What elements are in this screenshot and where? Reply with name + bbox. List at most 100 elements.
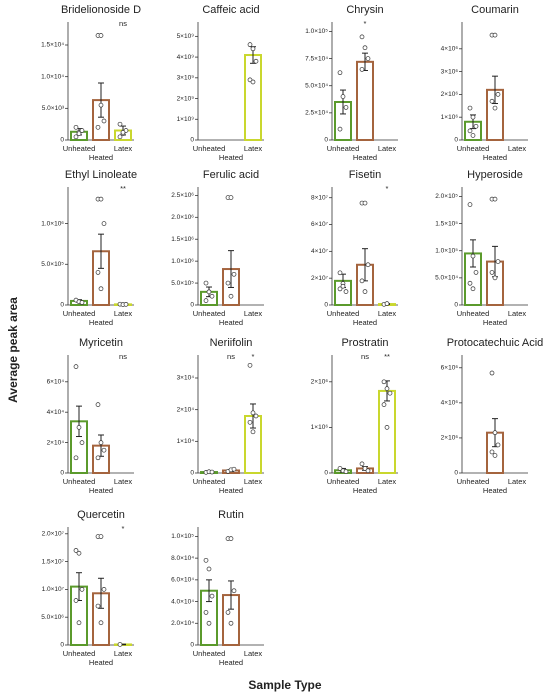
data-point	[337, 126, 343, 132]
x-tick-label: Latex	[114, 309, 133, 318]
y-tick-label: 2.5×10⁴	[305, 110, 328, 117]
data-point	[470, 286, 476, 292]
data-point	[362, 200, 368, 206]
x-tick-label: Unheated	[63, 309, 96, 318]
y-tick-label: 1.5×10⁴	[41, 42, 64, 49]
x-tick-label: Heated	[353, 153, 377, 162]
panel-title: Fisetin	[349, 169, 381, 181]
x-tick-label: Latex	[378, 477, 397, 486]
y-tick-label: 0	[454, 302, 458, 309]
data-point	[79, 300, 85, 305]
data-point	[76, 550, 82, 556]
y-tick-label: 2.0×10⁷	[42, 530, 65, 537]
data-point	[359, 278, 365, 284]
y-tick-label: 1×10⁶	[311, 424, 329, 431]
data-point	[384, 386, 390, 391]
data-point	[343, 105, 349, 110]
x-tick-label: Heated	[483, 318, 507, 327]
data-point	[123, 301, 129, 307]
data-point	[492, 275, 498, 281]
data-point	[489, 370, 495, 376]
y-tick-label: 2×10⁴	[47, 439, 65, 446]
data-point	[253, 58, 259, 64]
data-point	[337, 286, 343, 292]
x-tick-label: Unheated	[327, 477, 360, 486]
y-tick-label: 1.0×10⁶	[171, 258, 194, 265]
data-point	[343, 469, 349, 474]
data-point	[247, 362, 253, 368]
data-point	[362, 466, 368, 471]
y-tick-label: 3×10⁴	[177, 375, 195, 382]
data-point	[209, 593, 215, 599]
y-tick-label: 8×10⁷	[311, 194, 329, 201]
data-point	[231, 271, 237, 277]
data-point	[79, 440, 85, 445]
data-point	[98, 620, 104, 626]
y-tick-label: 2.0×10⁴	[171, 620, 194, 627]
x-tick-label: Latex	[244, 309, 263, 318]
bar	[244, 54, 262, 141]
y-tick-label: 1×10⁹	[177, 116, 195, 123]
y-tick-label: 0	[324, 137, 328, 144]
y-tick-label: 2×10⁹	[177, 95, 195, 102]
data-point	[381, 402, 387, 407]
data-point	[359, 461, 365, 467]
data-point	[76, 425, 82, 430]
data-point	[381, 379, 387, 385]
x-tick-label: Heated	[483, 486, 507, 495]
data-point	[117, 121, 123, 127]
x-tick-label: Latex	[508, 144, 527, 153]
data-point	[470, 133, 476, 138]
data-point	[365, 262, 371, 268]
data-point	[98, 33, 104, 38]
panel-title: Bridelionoside D	[61, 4, 141, 16]
data-point	[209, 293, 215, 299]
x-tick-label: Latex	[244, 477, 263, 486]
data-point	[343, 289, 349, 294]
y-tick-label: 1.0×10⁵	[305, 28, 328, 35]
x-tick-label: Heated	[353, 318, 377, 327]
y-tick-label: 2.0×10⁶	[171, 214, 194, 221]
y-tick-label: 0	[324, 470, 328, 477]
data-point	[228, 293, 234, 299]
x-tick-label: Latex	[508, 477, 527, 486]
x-tick-label: Unheated	[327, 309, 360, 318]
data-point	[492, 430, 498, 436]
y-tick-label: 0	[324, 302, 328, 309]
y-tick-label: 6.0×10⁴	[171, 577, 194, 584]
data-point	[203, 298, 209, 303]
y-tick-label: 1.0×10⁷	[42, 586, 65, 593]
y-tick-label: 6×10⁶	[441, 364, 459, 371]
panel-title: Rutin	[218, 509, 244, 521]
x-tick-label: Heated	[353, 486, 377, 495]
y-tick-label: 2×10⁶	[441, 91, 459, 98]
x-axis-label: Sample Type	[248, 678, 321, 692]
significance: ns	[227, 352, 235, 361]
x-tick-label: Latex	[114, 477, 133, 486]
data-point	[228, 195, 234, 200]
x-tick-label: Heated	[219, 318, 243, 327]
data-point	[228, 536, 234, 541]
x-tick-label: Unheated	[457, 477, 490, 486]
data-point	[384, 301, 390, 307]
y-tick-label: 2×10⁴	[177, 406, 195, 413]
y-tick-label: 2.0×10⁵	[435, 193, 458, 200]
x-tick-label: Unheated	[63, 144, 96, 153]
y-tick-label: 1.5×10⁷	[42, 558, 65, 565]
panel-title: Coumarin	[471, 4, 519, 16]
x-tick-label: Unheated	[457, 144, 490, 153]
y-tick-label: 5.0×10³	[42, 105, 65, 112]
data-point	[250, 46, 256, 52]
y-tick-label: 0	[190, 302, 194, 309]
data-point	[492, 105, 498, 111]
data-point	[337, 70, 343, 76]
x-tick-label: Heated	[219, 486, 243, 495]
y-tick-label: 0	[60, 137, 64, 144]
data-point	[470, 114, 476, 120]
data-point	[95, 603, 101, 609]
x-tick-label: Latex	[378, 309, 397, 318]
y-tick-label: 3×10⁹	[177, 75, 195, 82]
y-tick-label: 0	[60, 302, 64, 309]
data-point	[467, 280, 473, 286]
y-tick-label: 0	[190, 470, 194, 477]
